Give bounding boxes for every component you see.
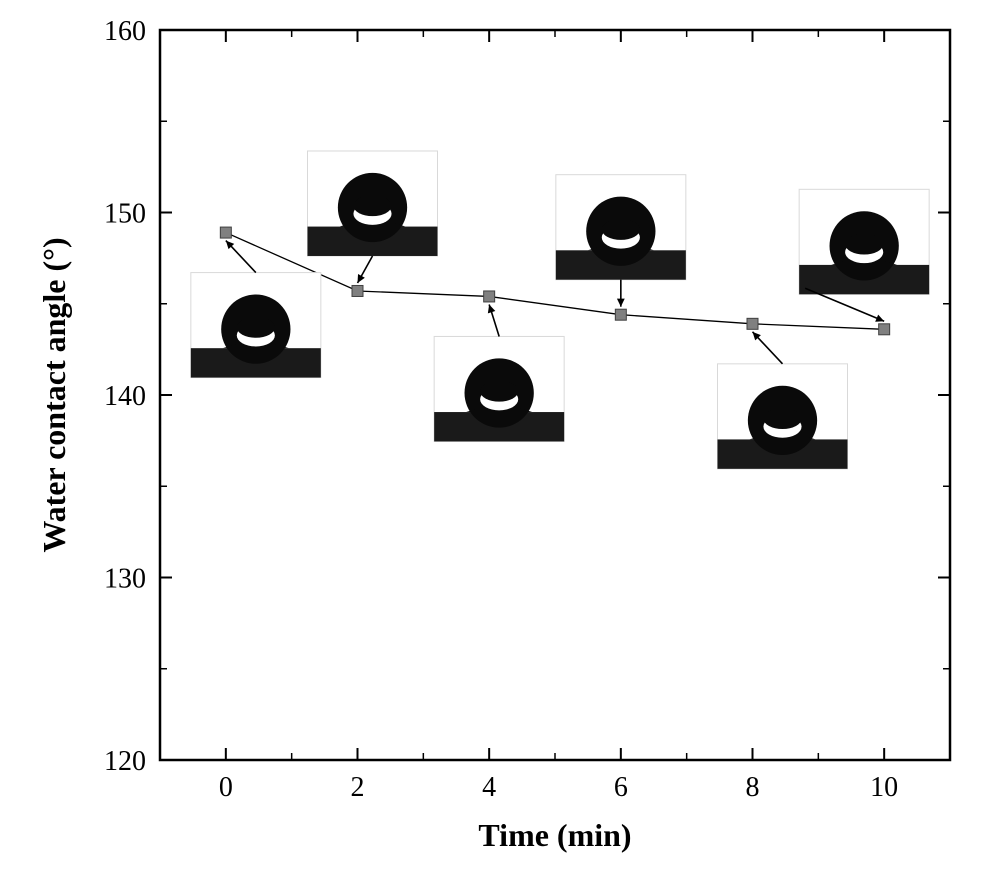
- y-tick-label: 120: [104, 746, 146, 777]
- x-tick-label: 6: [614, 772, 628, 803]
- series-marker: [352, 285, 363, 296]
- chart-container: 0 2 4 6 8 10 120 130 140 150 160 Time (min) Water co…: [0, 0, 1000, 896]
- inset-highlight-mask: [237, 317, 275, 338]
- x-tick-label: 4: [482, 772, 496, 803]
- series-marker: [879, 324, 890, 335]
- inset-thumbnail: [308, 151, 438, 256]
- series-marker: [484, 291, 495, 302]
- y-tick-label: 160: [104, 16, 146, 47]
- y-axis-label: Water contact angle (°): [36, 237, 72, 552]
- inset-thumbnail: [191, 273, 321, 378]
- y-tick-label: 130: [104, 564, 146, 595]
- x-tick-label: 0: [219, 772, 233, 803]
- inset-highlight-mask: [480, 381, 518, 402]
- inset-highlight-mask: [763, 408, 801, 429]
- y-tick-label: 140: [104, 381, 146, 412]
- inset-highlight-mask: [353, 195, 391, 216]
- inset-thumbnail: [434, 336, 564, 441]
- chart-svg: 0 2 4 6 8 10 120 130 140 150 160 Time (min) Water co…: [0, 0, 1000, 896]
- y-tick-label: 150: [104, 199, 146, 230]
- x-tick-label: 8: [746, 772, 760, 803]
- inset-highlight-mask: [845, 234, 883, 255]
- x-tick-label: 10: [870, 772, 898, 803]
- x-tick-label: 2: [351, 772, 365, 803]
- series-marker: [747, 318, 758, 329]
- inset-thumbnail: [556, 175, 686, 280]
- x-axis-label: Time (min): [478, 817, 631, 853]
- inset-highlight-mask: [602, 219, 640, 240]
- chart-bg: [0, 0, 1000, 896]
- series-marker: [220, 227, 231, 238]
- series-marker: [615, 309, 626, 320]
- inset-thumbnail: [799, 189, 929, 294]
- inset-thumbnail: [718, 364, 848, 469]
